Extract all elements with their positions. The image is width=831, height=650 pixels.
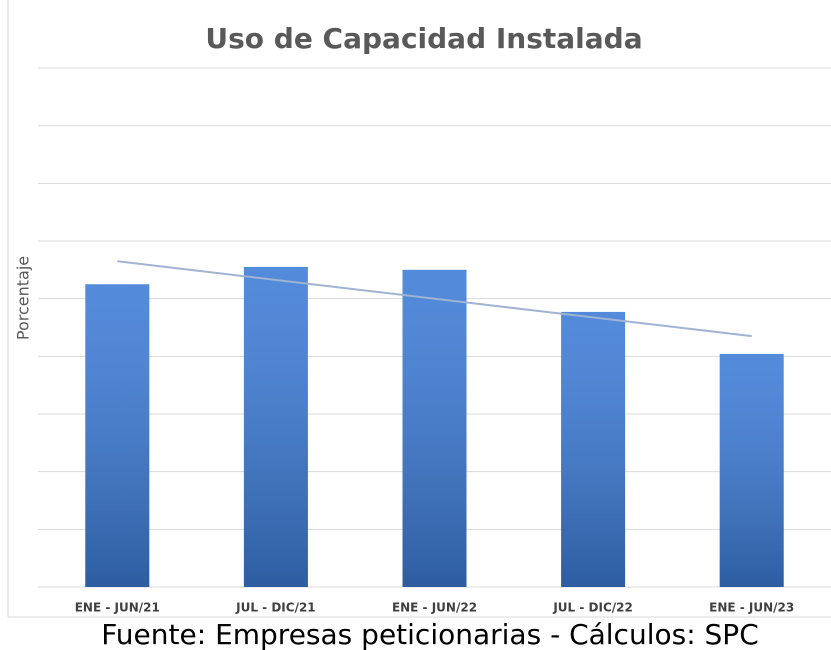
x-tick-label: JUL - DIC/21: [235, 601, 316, 615]
bar-shade: [85, 284, 150, 587]
x-tick-label: ENE - JUN/21: [75, 601, 160, 615]
y-axis-label: Porcentaje: [14, 256, 33, 340]
x-tick-label: ENE - JUN/22: [392, 601, 477, 615]
source-note: Fuente: Empresas peticionarias - Cálculo…: [101, 618, 759, 650]
x-tick-label: JUL - DIC/22: [552, 601, 633, 615]
bar-shade: [402, 269, 467, 587]
chart-title: Uso de Capacidad Instalada: [205, 22, 642, 55]
bar-shade: [719, 354, 784, 587]
x-tick-label: ENE - JUN/23: [709, 601, 794, 615]
bar-shade: [243, 266, 308, 587]
bar-shade: [561, 311, 626, 587]
trendline: [117, 260, 752, 338]
